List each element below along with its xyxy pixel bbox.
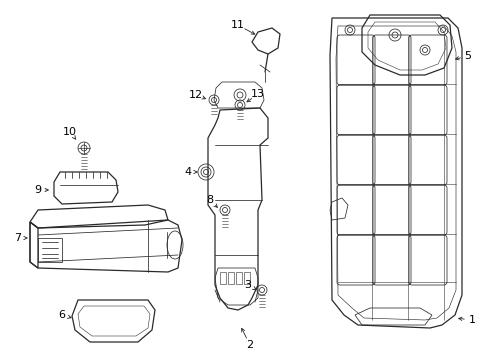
Text: 1: 1 [468, 315, 475, 325]
Text: 11: 11 [231, 20, 245, 30]
Text: 13: 13 [251, 89, 265, 99]
Text: 10: 10 [63, 127, 77, 137]
Text: 12: 12 [189, 90, 203, 100]
Text: 3: 3 [245, 280, 251, 290]
Text: 2: 2 [246, 340, 253, 350]
Text: 8: 8 [206, 195, 214, 205]
Bar [228, 272, 234, 284]
Bar [220, 272, 226, 284]
Text: 9: 9 [34, 185, 42, 195]
Text: 4: 4 [184, 167, 192, 177]
Text: 7: 7 [14, 233, 22, 243]
Bar [236, 272, 242, 284]
Text: 6: 6 [58, 310, 66, 320]
Bar [244, 272, 250, 284]
Text: 5: 5 [465, 51, 471, 61]
